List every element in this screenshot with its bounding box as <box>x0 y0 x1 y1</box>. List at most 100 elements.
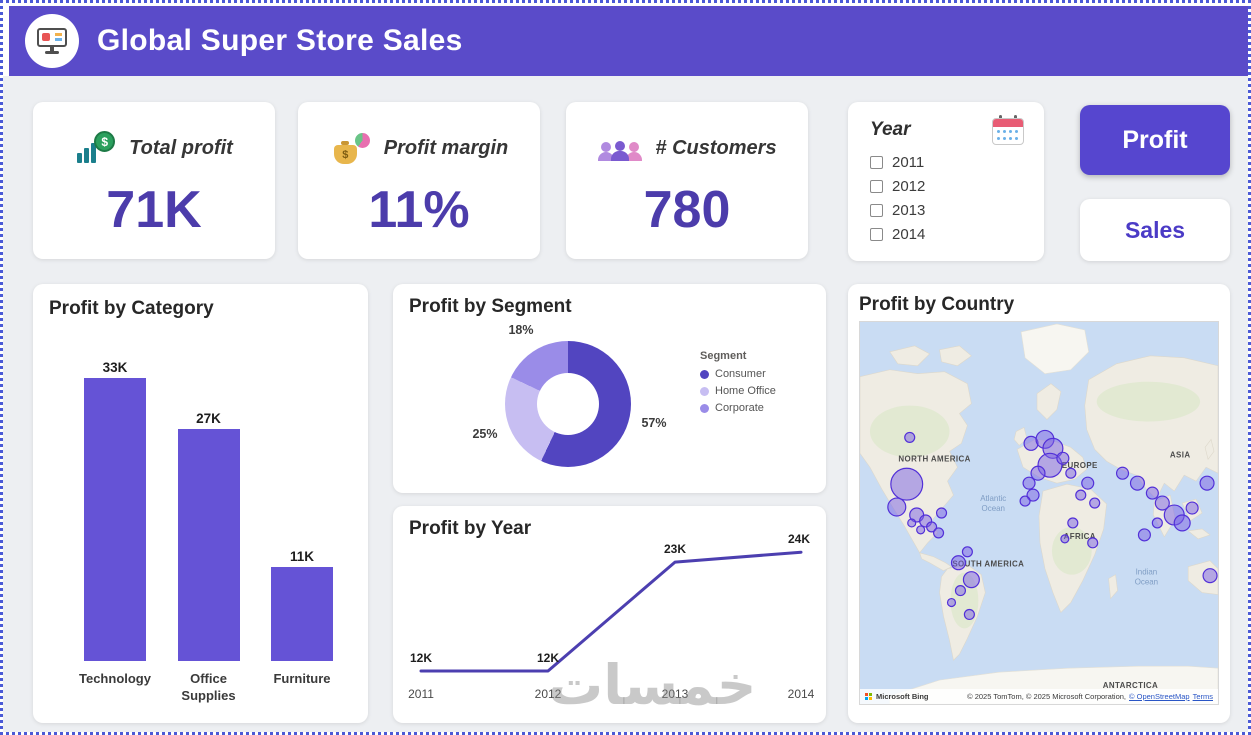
year-option-label: 2012 <box>892 178 926 195</box>
country-bubbles[interactable] <box>887 429 1218 621</box>
year-checkbox-2013[interactable] <box>870 204 883 217</box>
country-bubble[interactable] <box>916 525 926 535</box>
greenland-landmass <box>1020 323 1090 375</box>
donut-zone: 57% 25% 18% <box>453 320 703 486</box>
country-bubble[interactable] <box>1129 475 1146 491</box>
legend-dot-icon <box>700 403 709 413</box>
slice-percent-label-corporate: 18% <box>508 323 534 337</box>
region-label-africa: AFRICA <box>1064 532 1096 541</box>
kpi-card-total-profit: $ Total profit 71K <box>33 102 275 259</box>
profit-growth-icon: $ <box>75 131 117 165</box>
customers-icon <box>597 133 643 163</box>
country-bubble[interactable] <box>1022 476 1036 490</box>
year-checkbox-2011[interactable] <box>870 156 883 169</box>
country-bubble[interactable] <box>890 467 924 501</box>
country-bubble[interactable] <box>1202 568 1218 584</box>
segment-legend: Segment Consumer Home Office Corporate <box>700 350 812 419</box>
country-bubble[interactable] <box>1026 488 1040 502</box>
chart-title-category: Profit by Category <box>49 298 214 319</box>
country-bubble[interactable] <box>1199 475 1215 491</box>
country-bubble[interactable] <box>954 585 967 597</box>
bar-column-office-supplies[interactable]: 27K Office Supplies <box>169 340 249 715</box>
profit-button[interactable]: Profit <box>1080 105 1230 175</box>
legend-label: Home Office <box>715 385 776 397</box>
year-checkbox-2014[interactable] <box>870 228 883 241</box>
bar-column-technology[interactable]: 33K Technology <box>75 340 155 715</box>
line-value-label: 12K <box>537 651 559 665</box>
country-bubble[interactable] <box>887 497 907 517</box>
country-bubble[interactable] <box>946 597 957 608</box>
sales-button[interactable]: Sales <box>1080 199 1230 261</box>
year-option-2012[interactable]: 2012 <box>870 178 1026 195</box>
bar-value-label: 33K <box>102 360 128 375</box>
country-bubble[interactable] <box>950 555 967 571</box>
legend-item-home-office[interactable]: Home Office <box>700 385 812 397</box>
ocean-label: Indian <box>1136 568 1158 577</box>
country-bubble[interactable] <box>1030 465 1046 481</box>
bar-rect[interactable] <box>271 567 333 661</box>
country-bubble[interactable] <box>926 521 938 533</box>
legend-item-consumer[interactable]: Consumer <box>700 368 812 380</box>
bar-column-furniture[interactable]: 11K Furniture <box>262 340 342 715</box>
donut-chart[interactable] <box>505 341 631 467</box>
map-attribution: Microsoft Bing © 2025 TomTom, © 2025 Mic… <box>860 689 1218 704</box>
money-bag-icon: $ <box>330 131 372 165</box>
openstreetmap-link[interactable]: © OpenStreetMap <box>1129 692 1190 701</box>
chart-title-year: Profit by Year <box>409 518 532 539</box>
profit-by-segment-chart: Profit by Segment 57% 25% 18% Segment Cons… <box>393 284 826 493</box>
country-bubble[interactable] <box>1065 467 1077 479</box>
year-option-2011[interactable]: 2011 <box>870 154 1026 171</box>
year-option-2014[interactable]: 2014 <box>870 226 1026 243</box>
monitor-icon <box>37 28 67 47</box>
region-label-north-america: NORTH AMERICA <box>898 454 970 463</box>
country-bubble[interactable] <box>1060 534 1070 544</box>
bar-rect[interactable] <box>177 429 240 661</box>
country-bubble[interactable] <box>907 518 917 528</box>
map-provider-label: Microsoft Bing <box>876 692 929 701</box>
country-bubble[interactable] <box>963 608 975 621</box>
country-bubble[interactable] <box>961 546 973 558</box>
country-bubble[interactable] <box>1056 451 1070 465</box>
ocean-label: Ocean <box>1135 578 1158 587</box>
region-label-antarctica: ANTARCTICA <box>1103 681 1158 690</box>
profit-by-country-chart: Profit by Country <box>848 284 1230 723</box>
country-bubble[interactable] <box>904 431 916 443</box>
year-option-2013[interactable]: 2013 <box>870 202 1026 219</box>
chart-title-segment: Profit by Segment <box>409 296 572 317</box>
bing-logo-icon <box>865 693 872 700</box>
year-options: 2011 2012 2013 2014 <box>870 154 1026 243</box>
slice-percent-label-consumer: 57% <box>641 416 667 430</box>
country-bubble[interactable] <box>1137 528 1151 542</box>
bar-chart-plot[interactable]: 33K Technology 27K Office Supplies 11K Furnit… <box>75 340 342 715</box>
country-bubble[interactable] <box>1081 476 1095 490</box>
slice-percent-label-home-office: 25% <box>472 427 498 441</box>
region-label-europe: EUROPE <box>1062 461 1098 470</box>
country-bubble[interactable] <box>1019 495 1031 507</box>
world-map[interactable]: Atlantic Ocean Indian Ocean NORTH AMERICA EUR… <box>859 321 1219 705</box>
year-option-label: 2013 <box>892 202 926 219</box>
header: Global Super Store Sales <box>9 6 1248 76</box>
country-bubble[interactable] <box>932 527 945 539</box>
country-bubble[interactable] <box>1067 517 1079 529</box>
country-bubble[interactable] <box>935 507 948 519</box>
ocean-label: Ocean <box>982 504 1005 513</box>
country-bubble[interactable] <box>1115 466 1130 480</box>
legend-item-corporate[interactable]: Corporate <box>700 402 812 414</box>
region-label-asia: ASIA <box>1170 450 1191 459</box>
country-bubble[interactable] <box>1154 495 1170 511</box>
year-checkbox-2012[interactable] <box>870 180 883 193</box>
segment-legend-items: Consumer Home Office Corporate <box>700 368 812 414</box>
country-bubble[interactable] <box>1173 514 1191 532</box>
country-bubble[interactable] <box>1145 486 1159 500</box>
country-bubble[interactable] <box>1075 489 1087 501</box>
kpi-label: Total profit <box>129 136 233 159</box>
country-bubble[interactable] <box>1089 497 1101 509</box>
country-bubble[interactable] <box>1151 517 1163 529</box>
line-chart-svg[interactable]: 12K 2011 12K 2012 23K 2013 24K 2014 <box>403 528 816 715</box>
country-bubble[interactable] <box>1185 501 1199 515</box>
terms-link[interactable]: Terms <box>1192 692 1213 701</box>
store-logo-icon <box>25 14 79 68</box>
country-bubble[interactable] <box>962 571 980 589</box>
country-bubble[interactable] <box>1087 537 1099 549</box>
bar-rect[interactable] <box>84 378 146 661</box>
